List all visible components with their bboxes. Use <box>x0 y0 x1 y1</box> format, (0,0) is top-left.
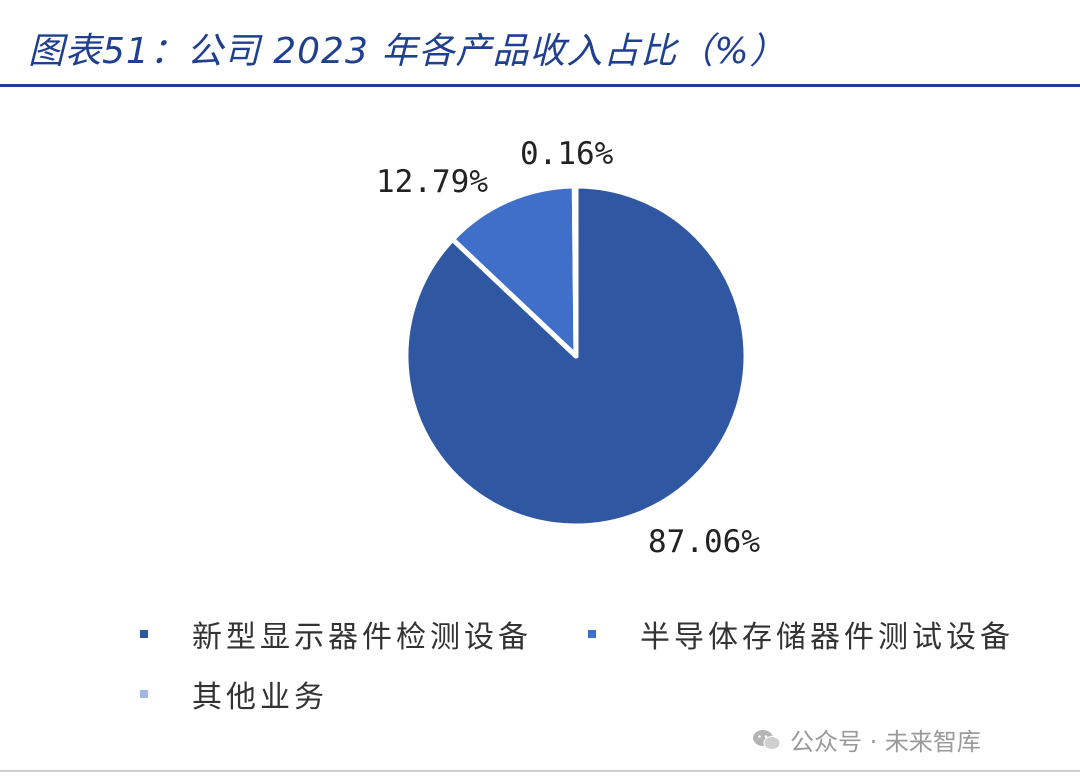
chart-title: 图表51：公司 2023 年各产品收入占比（%） <box>28 31 787 72</box>
watermark-text: 公众号 · 未来智库 <box>790 728 981 756</box>
legend-label-semiconductor-memory-test: 半导体存储器件测试设备 <box>640 620 1014 655</box>
legend-marker-other-business <box>140 690 148 698</box>
data-label-other-business: 0.16% <box>520 136 614 172</box>
data-label-semiconductor-memory-test: 12.79% <box>376 164 488 200</box>
legend-item-other-business: 其他业务 <box>140 672 328 716</box>
pie-slices <box>403 183 749 529</box>
pie-data-labels: 87.06% 12.79% 0.16% <box>376 136 760 560</box>
wechat-icon <box>752 728 782 752</box>
legend-item-semiconductor-memory-test: 半导体存储器件测试设备 <box>588 612 1014 656</box>
legend-marker-display-inspection <box>140 630 148 638</box>
title-divider <box>0 84 1080 87</box>
pie-slice-other-business <box>571 183 579 359</box>
pie-slice-semiconductor-memory-test <box>449 183 579 359</box>
data-label-display-inspection: 87.06% <box>648 524 760 560</box>
legend-marker-semiconductor-memory-test <box>588 630 596 638</box>
pie-slice-display-inspection <box>403 183 749 529</box>
chart-header: 图表51：公司 2023 年各产品收入占比（%） <box>0 0 1080 88</box>
legend-item-display-inspection: 新型显示器件检测设备 <box>140 612 532 656</box>
watermark: 公众号 · 未来智库 <box>752 722 981 757</box>
legend-label-display-inspection: 新型显示器件检测设备 <box>192 620 532 655</box>
bottom-divider <box>0 770 1080 772</box>
legend-label-other-business: 其他业务 <box>192 680 328 715</box>
